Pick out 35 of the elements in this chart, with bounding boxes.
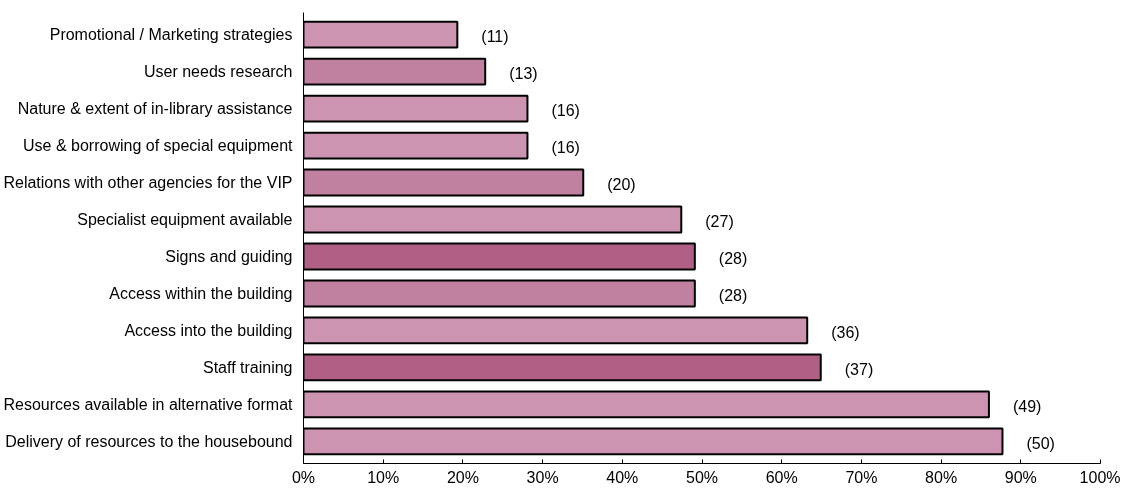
annotation: (11) [481,28,509,46]
x-tick-label: 50% [685,468,719,486]
x-tick-label: 30% [526,468,559,486]
y-tick-label: Staff training [202,358,293,376]
annotation: (37) [844,360,874,378]
annotation: (20) [607,176,636,194]
annotation: (49) [1012,397,1042,415]
annotation: (16) [551,139,580,157]
annotation: (36) [831,323,860,341]
annotation: (28) [718,286,748,304]
x-tick-label: 10% [367,468,400,486]
y-tick-label: Resources available in alternative format [3,395,294,413]
y-tick-label: Specialist equipment available [77,211,293,229]
y-tick-label: Relations with other agencies for the VIP [3,174,293,192]
y-tick-label: Nature & extent of in-library assistance [17,100,293,118]
x-tick-label: 40% [606,468,639,486]
annotation: (13) [509,65,538,83]
annotation: (50) [1026,434,1055,452]
y-tick-label: User needs research [143,63,293,81]
annotation: (27) [705,213,734,231]
y-tick-label: Signs and guiding [165,247,293,265]
annotation: (28) [718,249,748,267]
x-tick-label: 80% [925,468,958,486]
x-tick-label: 90% [1004,468,1037,486]
x-tick-label: 20% [446,468,479,486]
y-tick-label: Use & borrowing of special equipment [23,137,294,155]
x-tick-label: 0% [291,468,316,486]
y-tick-label: Delivery of resources to the housebound [5,432,293,450]
y-tick-label: Promotional / Marketing strategies [49,26,293,44]
annotation: (16) [551,102,580,120]
y-tick-label: Access into the building [124,321,293,339]
y-tick-label: Access within the building [109,284,293,302]
x-tick-label: 60% [765,468,798,486]
x-tick-label: 70% [845,468,878,486]
x-tick-label: 100% [1079,468,1121,486]
